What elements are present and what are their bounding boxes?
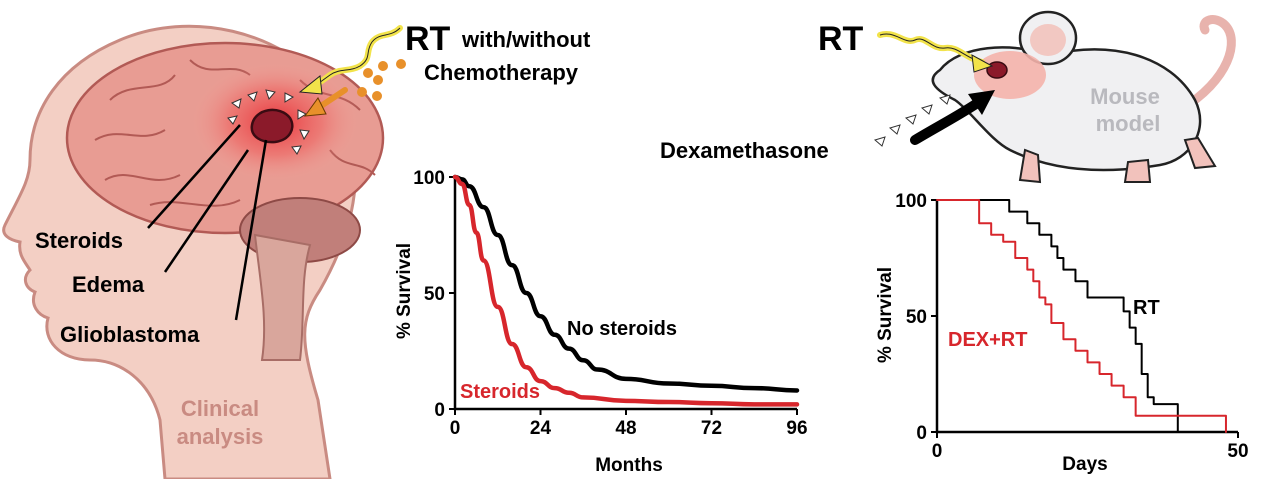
- edema-triangles: [227, 89, 310, 155]
- mouse-ear-inner: [1030, 24, 1066, 56]
- dexamethasone-label: Dexamethasone: [660, 138, 829, 163]
- chart1-xtick-label: 96: [786, 418, 807, 439]
- mouse-tail: [1175, 15, 1236, 115]
- series-line-dex-rt: [936, 199, 1227, 433]
- mouse-illustration: RT Dexamethasone Mouse model: [660, 10, 1236, 184]
- series-label-rt: RT: [1133, 297, 1160, 319]
- mouse-survival-chart: 0 50 0 50 100 Days % Survival RT DEX+RT: [875, 191, 1249, 475]
- brainstem: [253, 233, 312, 361]
- rt-wave-outline: [311, 27, 401, 89]
- tumor: [250, 108, 294, 144]
- model-label: model: [1096, 111, 1161, 136]
- chart2-xlabel: Days: [1062, 454, 1107, 475]
- series-label-dex-rt: DEX+RT: [948, 329, 1027, 351]
- rt-mouse-label: RT: [818, 20, 864, 58]
- chart2-axes: [935, 200, 1238, 434]
- series-line-rt: [936, 199, 1179, 433]
- rt-clinical-label: RT: [405, 20, 451, 58]
- chemo-arrow: [315, 87, 348, 111]
- mouse-label: Mouse: [1090, 84, 1160, 109]
- chemotherapy-label: Chemotherapy: [424, 60, 579, 85]
- chart2-ylabel: % Survival: [875, 267, 896, 363]
- clinical-label: Clinical: [181, 396, 259, 421]
- chemo-arrowhead: [303, 97, 327, 117]
- dex-triangles: [873, 94, 951, 147]
- chemo-dots: [357, 59, 406, 101]
- chart1-ytick-label: 0: [434, 400, 445, 421]
- chart1-xlabel: Months: [595, 455, 663, 476]
- head-illustration: RT with/without Chemotherapy Steroids Ed…: [2, 20, 591, 479]
- chart2-xtick-label: 0: [932, 441, 943, 462]
- chart1-ylabel: % Survival: [394, 243, 415, 339]
- chart2-ytick-label: 0: [916, 423, 927, 444]
- chart1-ytick-label: 100: [413, 168, 445, 189]
- dexamethasone-arrowhead: [968, 90, 995, 115]
- chart2-ytick-label: 50: [906, 307, 927, 328]
- series-line-steroids: [452, 174, 800, 407]
- mouse-legs: [1018, 136, 1217, 184]
- chart1-xtick-label: 24: [530, 418, 552, 439]
- chart1-xtick-label: 48: [615, 418, 636, 439]
- chart2-ytick-label: 100: [895, 191, 927, 212]
- series-line-no-steroids: [452, 174, 800, 393]
- series-label-steroids: Steroids: [460, 381, 540, 403]
- rt-suffix-label: with/without: [461, 27, 591, 52]
- edema-label: Edema: [72, 272, 145, 297]
- label-pointer-lines: [147, 124, 268, 321]
- chart1-ytick-label: 50: [424, 284, 445, 305]
- chart1-xtick-label: 0: [450, 418, 461, 439]
- clinical-survival-chart: 0 24 48 72 96 0 50 100 Months % Survival No ste…: [394, 168, 808, 476]
- analysis-label: analysis: [177, 424, 264, 449]
- rt-arrowhead: [298, 75, 323, 95]
- series-label-no-steroids: No steroids: [567, 318, 677, 340]
- mouse-rt-wave-outline: [879, 33, 983, 63]
- mouse-rt-wave: [877, 30, 985, 65]
- chart1-xtick-label: 72: [701, 418, 722, 439]
- glioblastoma-label: Glioblastoma: [60, 322, 200, 347]
- chart1-axes: [453, 177, 797, 411]
- dexamethasone-arrow: [910, 95, 987, 145]
- chart2-xtick-label: 50: [1227, 441, 1248, 462]
- mouse-rt-arrowhead: [971, 54, 994, 73]
- steroids-label: Steroids: [35, 228, 123, 253]
